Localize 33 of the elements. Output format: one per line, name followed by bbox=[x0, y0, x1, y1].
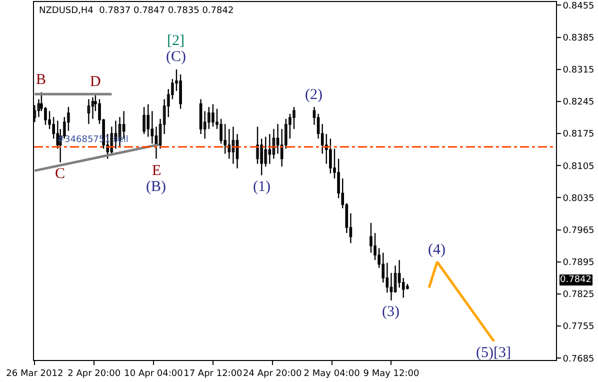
annotation: B bbox=[36, 72, 46, 88]
x-tick-label: 9 May 12:00 bbox=[363, 368, 420, 379]
annotation: (C) bbox=[166, 49, 186, 65]
annotation: (1) bbox=[253, 179, 270, 195]
chart-title: NZDUSD,H4 0.7837 0.7847 0.7835 0.7842 bbox=[39, 6, 234, 16]
annotation: [2] bbox=[167, 33, 184, 49]
y-tick-label: 0.7895 bbox=[562, 258, 594, 268]
annotation: D bbox=[90, 74, 101, 90]
annotation: (5)[3] bbox=[476, 345, 511, 361]
y-tick-label: 0.7965 bbox=[562, 226, 594, 236]
annotation: C bbox=[55, 166, 66, 182]
y-tick-label: 0.8385 bbox=[562, 33, 594, 44]
x-tick-label: 2 May 04:00 bbox=[304, 368, 360, 379]
annotation: (4) bbox=[428, 242, 446, 258]
x-tick-label: 2 Apr 20:00 bbox=[68, 368, 121, 379]
x-tick-label: 26 Mar 2012 bbox=[6, 368, 64, 379]
x-tick-label: 10 Apr 04:00 bbox=[124, 368, 184, 379]
x-tick-label: 17 Apr 12:00 bbox=[184, 368, 243, 379]
y-tick-label: 0.8035 bbox=[562, 194, 594, 204]
annotation: (3) bbox=[382, 304, 400, 320]
y-tick-label: 0.8455 bbox=[562, 1, 594, 12]
y-tick-label: 0.8245 bbox=[562, 98, 594, 108]
text: 0.7842 bbox=[560, 275, 592, 285]
y-tick-label: 0.7825 bbox=[562, 290, 594, 300]
annotation: E bbox=[152, 163, 162, 179]
x-tick-label: 24 Apr 20:00 bbox=[243, 368, 302, 379]
annotation: (B) bbox=[146, 179, 166, 195]
y-tick-label: 0.8105 bbox=[562, 162, 594, 172]
y-tick-label: 0.7685 bbox=[562, 354, 594, 364]
y-tick-label: 0.7755 bbox=[562, 322, 594, 332]
y-tick-label: 0.8315 bbox=[562, 66, 594, 76]
y-tick-label: 0.8175 bbox=[562, 130, 594, 140]
annotation: (2) bbox=[305, 87, 322, 103]
